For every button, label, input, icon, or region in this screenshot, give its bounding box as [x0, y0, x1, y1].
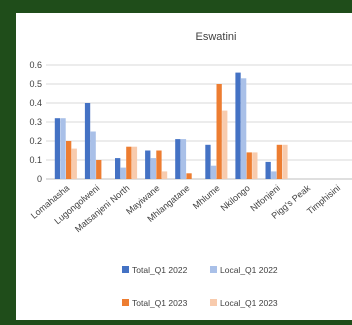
bar: [156, 150, 162, 179]
bar: [252, 152, 258, 179]
x-tick-label: Mhlume: [191, 183, 222, 211]
bar: [282, 144, 288, 179]
bar: [161, 171, 168, 179]
bar: [60, 118, 66, 179]
legend-swatch: [122, 266, 129, 273]
bar: [54, 118, 61, 179]
bar: [246, 152, 252, 179]
y-tick-label: 0.6: [29, 60, 42, 70]
bar: [131, 146, 138, 179]
bar: [180, 139, 187, 179]
y-tick-label: 0: [37, 174, 42, 184]
chart-title: Eswatini: [196, 31, 237, 43]
legend-swatch: [210, 266, 217, 273]
bar: [271, 171, 277, 179]
bar: [186, 173, 192, 179]
y-tick-label: 0.3: [29, 117, 42, 127]
bar: [126, 146, 132, 179]
bar: [90, 131, 96, 179]
legend-label: Local_Q1 2023: [220, 298, 278, 308]
bar: [222, 110, 228, 179]
y-tick-label: 0.5: [29, 79, 42, 89]
bar: [210, 165, 217, 179]
bar: [150, 158, 156, 179]
bar: [71, 148, 77, 179]
bar: [145, 150, 151, 179]
x-tick-label: Nkilongo: [219, 183, 252, 213]
legend-label: Total_Q1 2023: [132, 298, 188, 308]
bar-chart: Eswatini 00.10.20.30.40.50.6 LomahashaLu…: [29, 31, 352, 308]
bar: [241, 78, 247, 179]
bar: [205, 144, 211, 179]
bar: [235, 72, 241, 179]
bar: [115, 158, 121, 179]
bar: [66, 141, 72, 179]
legend-swatch: [122, 299, 129, 306]
legend-swatch: [210, 299, 217, 306]
bar: [175, 139, 181, 179]
bar: [216, 84, 222, 179]
legend-label: Total_Q1 2022: [132, 265, 188, 275]
y-tick-label: 0.4: [29, 98, 42, 108]
legend-label: Local_Q1 2022: [220, 265, 278, 275]
chart-area: Eswatini 0 0.1 0.2 0.3 0.4 0.5 0.6 Lomahasha Lu…: [16, 13, 352, 320]
bar: [120, 167, 126, 179]
bar: [265, 161, 271, 179]
y-tick-label: 0.1: [29, 155, 42, 165]
bar: [276, 144, 282, 179]
y-tick-label: 0.2: [29, 136, 42, 146]
bar: [84, 103, 91, 179]
bar: [96, 160, 102, 179]
x-tick-label: Matsanjeni North: [73, 183, 132, 234]
x-tick-label: Timphisini: [305, 183, 342, 216]
